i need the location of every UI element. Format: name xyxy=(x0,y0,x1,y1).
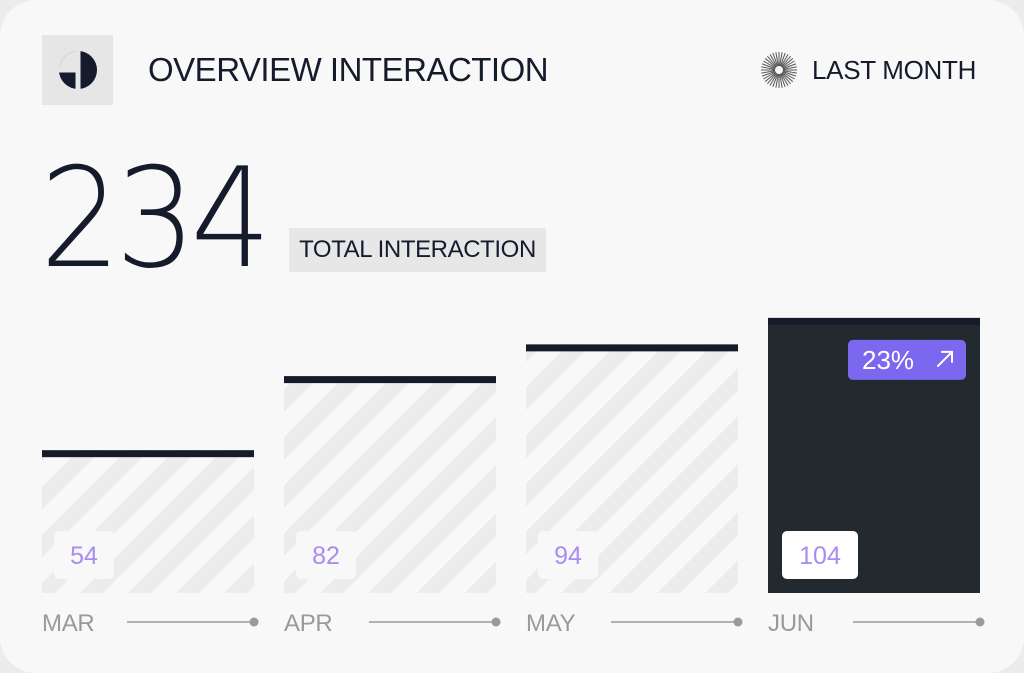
bar-top-line xyxy=(526,344,738,352)
arrow-up-right-icon xyxy=(937,350,953,367)
bar-top-line xyxy=(284,376,496,384)
axis-dot xyxy=(733,617,743,627)
period-selector[interactable]: LAST MONTH xyxy=(760,50,976,90)
total-label: TOTAL INTERACTION xyxy=(289,228,546,272)
bar-top-line xyxy=(768,317,980,325)
tick-label-apr: APR xyxy=(284,610,333,637)
sunburst-icon xyxy=(761,52,797,88)
axis-dot xyxy=(249,617,259,627)
value-label-box xyxy=(296,531,356,579)
logo-icon xyxy=(57,50,97,90)
tick-label-jun: JUN xyxy=(768,610,814,637)
tick-label-mar: MAR xyxy=(42,610,95,637)
page-title: OVERVIEW INTERACTION xyxy=(148,51,549,88)
bar-top-line xyxy=(42,450,254,458)
value-label-box xyxy=(54,531,114,579)
total-value: 234 xyxy=(40,138,271,299)
growth-badge-label: 23% xyxy=(862,345,914,375)
value-label: 54 xyxy=(70,542,98,570)
axis-dot xyxy=(975,617,985,627)
value-label: 94 xyxy=(554,542,582,570)
logo xyxy=(42,35,113,105)
value-label: 82 xyxy=(312,542,340,570)
axis-dot xyxy=(491,617,501,627)
value-label-box xyxy=(782,531,858,579)
growth-badge xyxy=(848,339,966,380)
value-label-box xyxy=(538,531,598,579)
value-label: 104 xyxy=(799,542,841,570)
period-label: LAST MONTH xyxy=(812,54,977,85)
tick-label-may: MAY xyxy=(526,610,576,637)
